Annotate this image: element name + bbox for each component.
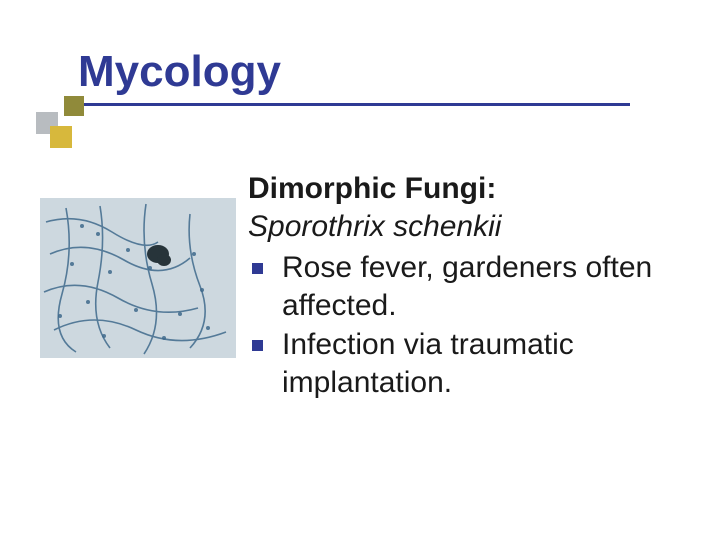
bullet-square-icon	[252, 340, 263, 351]
subtitle-line-1: Dimorphic Fungi:	[248, 170, 678, 208]
list-item: Rose fever, gardeners often affected.	[248, 249, 678, 326]
title-block: Mycology	[78, 48, 720, 96]
list-item: Infection via traumatic implantation.	[248, 326, 678, 403]
bullet-square-icon	[252, 263, 263, 274]
content-block: Dimorphic Fungi: Sporothrix schenkii Ros…	[248, 170, 678, 402]
micrograph-image	[40, 198, 236, 358]
bullet-text: Infection via traumatic implantation.	[282, 328, 574, 399]
decor-square-yellow	[50, 126, 72, 148]
slide: Mycology	[0, 0, 720, 540]
subtitle-colon: :	[486, 172, 496, 205]
bullet-list: Rose fever, gardeners often affected. In…	[248, 249, 678, 403]
title-underline	[70, 103, 630, 106]
bullet-text: Rose fever, gardeners often affected.	[282, 251, 652, 322]
micrograph-svg	[40, 198, 236, 358]
decor-square-olive	[64, 96, 84, 116]
subtitle-italic: Sporothrix schenkii	[248, 208, 678, 246]
subtitle-bold: Dimorphic Fungi	[248, 172, 486, 205]
slide-title: Mycology	[78, 48, 720, 96]
